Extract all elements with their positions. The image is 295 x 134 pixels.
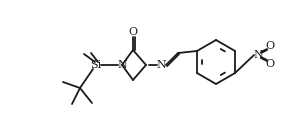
Text: O: O: [128, 27, 137, 37]
Text: N: N: [253, 50, 263, 60]
Text: O: O: [266, 59, 275, 69]
Text: Si: Si: [90, 60, 101, 70]
Text: N: N: [156, 60, 166, 70]
Text: O: O: [266, 41, 275, 51]
Text: N: N: [117, 60, 127, 70]
